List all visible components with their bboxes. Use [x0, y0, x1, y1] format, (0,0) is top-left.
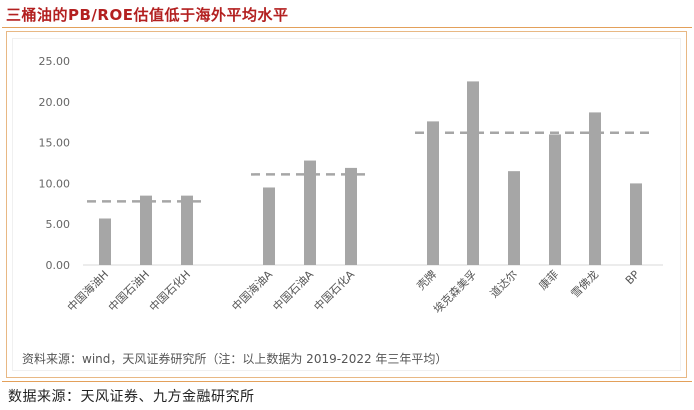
bar-chart: 0.005.0010.0015.0020.0025.00中国海油H中国石油H中国…	[39, 55, 663, 316]
x-tick-label: 中国石化A	[311, 267, 358, 314]
y-tick-label: 10.00	[39, 177, 71, 190]
y-tick-label: 25.00	[39, 55, 71, 68]
bar	[467, 81, 479, 266]
x-tick-label: 康菲	[536, 267, 561, 292]
x-tick-label: 中国石化H	[146, 267, 193, 314]
x-tick-label: 道达尔	[487, 267, 520, 300]
bar	[304, 160, 316, 265]
chart-frame: 0.00 5.00 10.00 15.00 20.00 25.00 中国海油H 中国石油H 中国…	[6, 31, 687, 378]
bar	[345, 167, 357, 265]
x-tick-label: 中国石油A	[270, 267, 317, 314]
chart-panel: 0.00 5.00 10.00 15.00 20.00 25.00 中国海油H 中国石油H 中国…	[12, 38, 681, 371]
bar	[549, 134, 561, 265]
bar	[181, 195, 193, 265]
page-title: 三桶油的PB/ROE估值低于海外平均水平	[6, 6, 289, 24]
title-divider	[2, 27, 692, 28]
bar	[263, 187, 275, 265]
y-tick-label: 5.00	[46, 218, 71, 231]
bar	[427, 121, 439, 265]
y-tick-label: 15.00	[39, 137, 71, 150]
y-tick-label: 0.00	[46, 259, 71, 272]
x-tick-label: 中国石油H	[105, 267, 152, 314]
y-tick-label: 20.00	[39, 96, 71, 109]
x-tick-label: 雪佛龙	[569, 268, 602, 301]
bar	[508, 171, 520, 265]
x-tick-label: 中国海油H	[64, 267, 111, 314]
bar	[99, 218, 111, 265]
footer-divider	[2, 381, 692, 382]
bar	[140, 195, 152, 265]
data-source: 数据来源：天风证券、九方金融研究所	[8, 389, 255, 405]
x-tick-label: 壳牌	[414, 267, 439, 292]
x-tick-label: 中国海油A	[229, 267, 276, 314]
bar	[630, 183, 642, 265]
x-tick-label: BP	[623, 268, 642, 287]
x-tick-label: 埃克森美孚	[430, 267, 479, 316]
chart-source-note: 资料来源：wind，天风证券研究所（注：以上数据为 2019-2022 年三年平…	[22, 352, 448, 366]
bar	[589, 112, 601, 266]
